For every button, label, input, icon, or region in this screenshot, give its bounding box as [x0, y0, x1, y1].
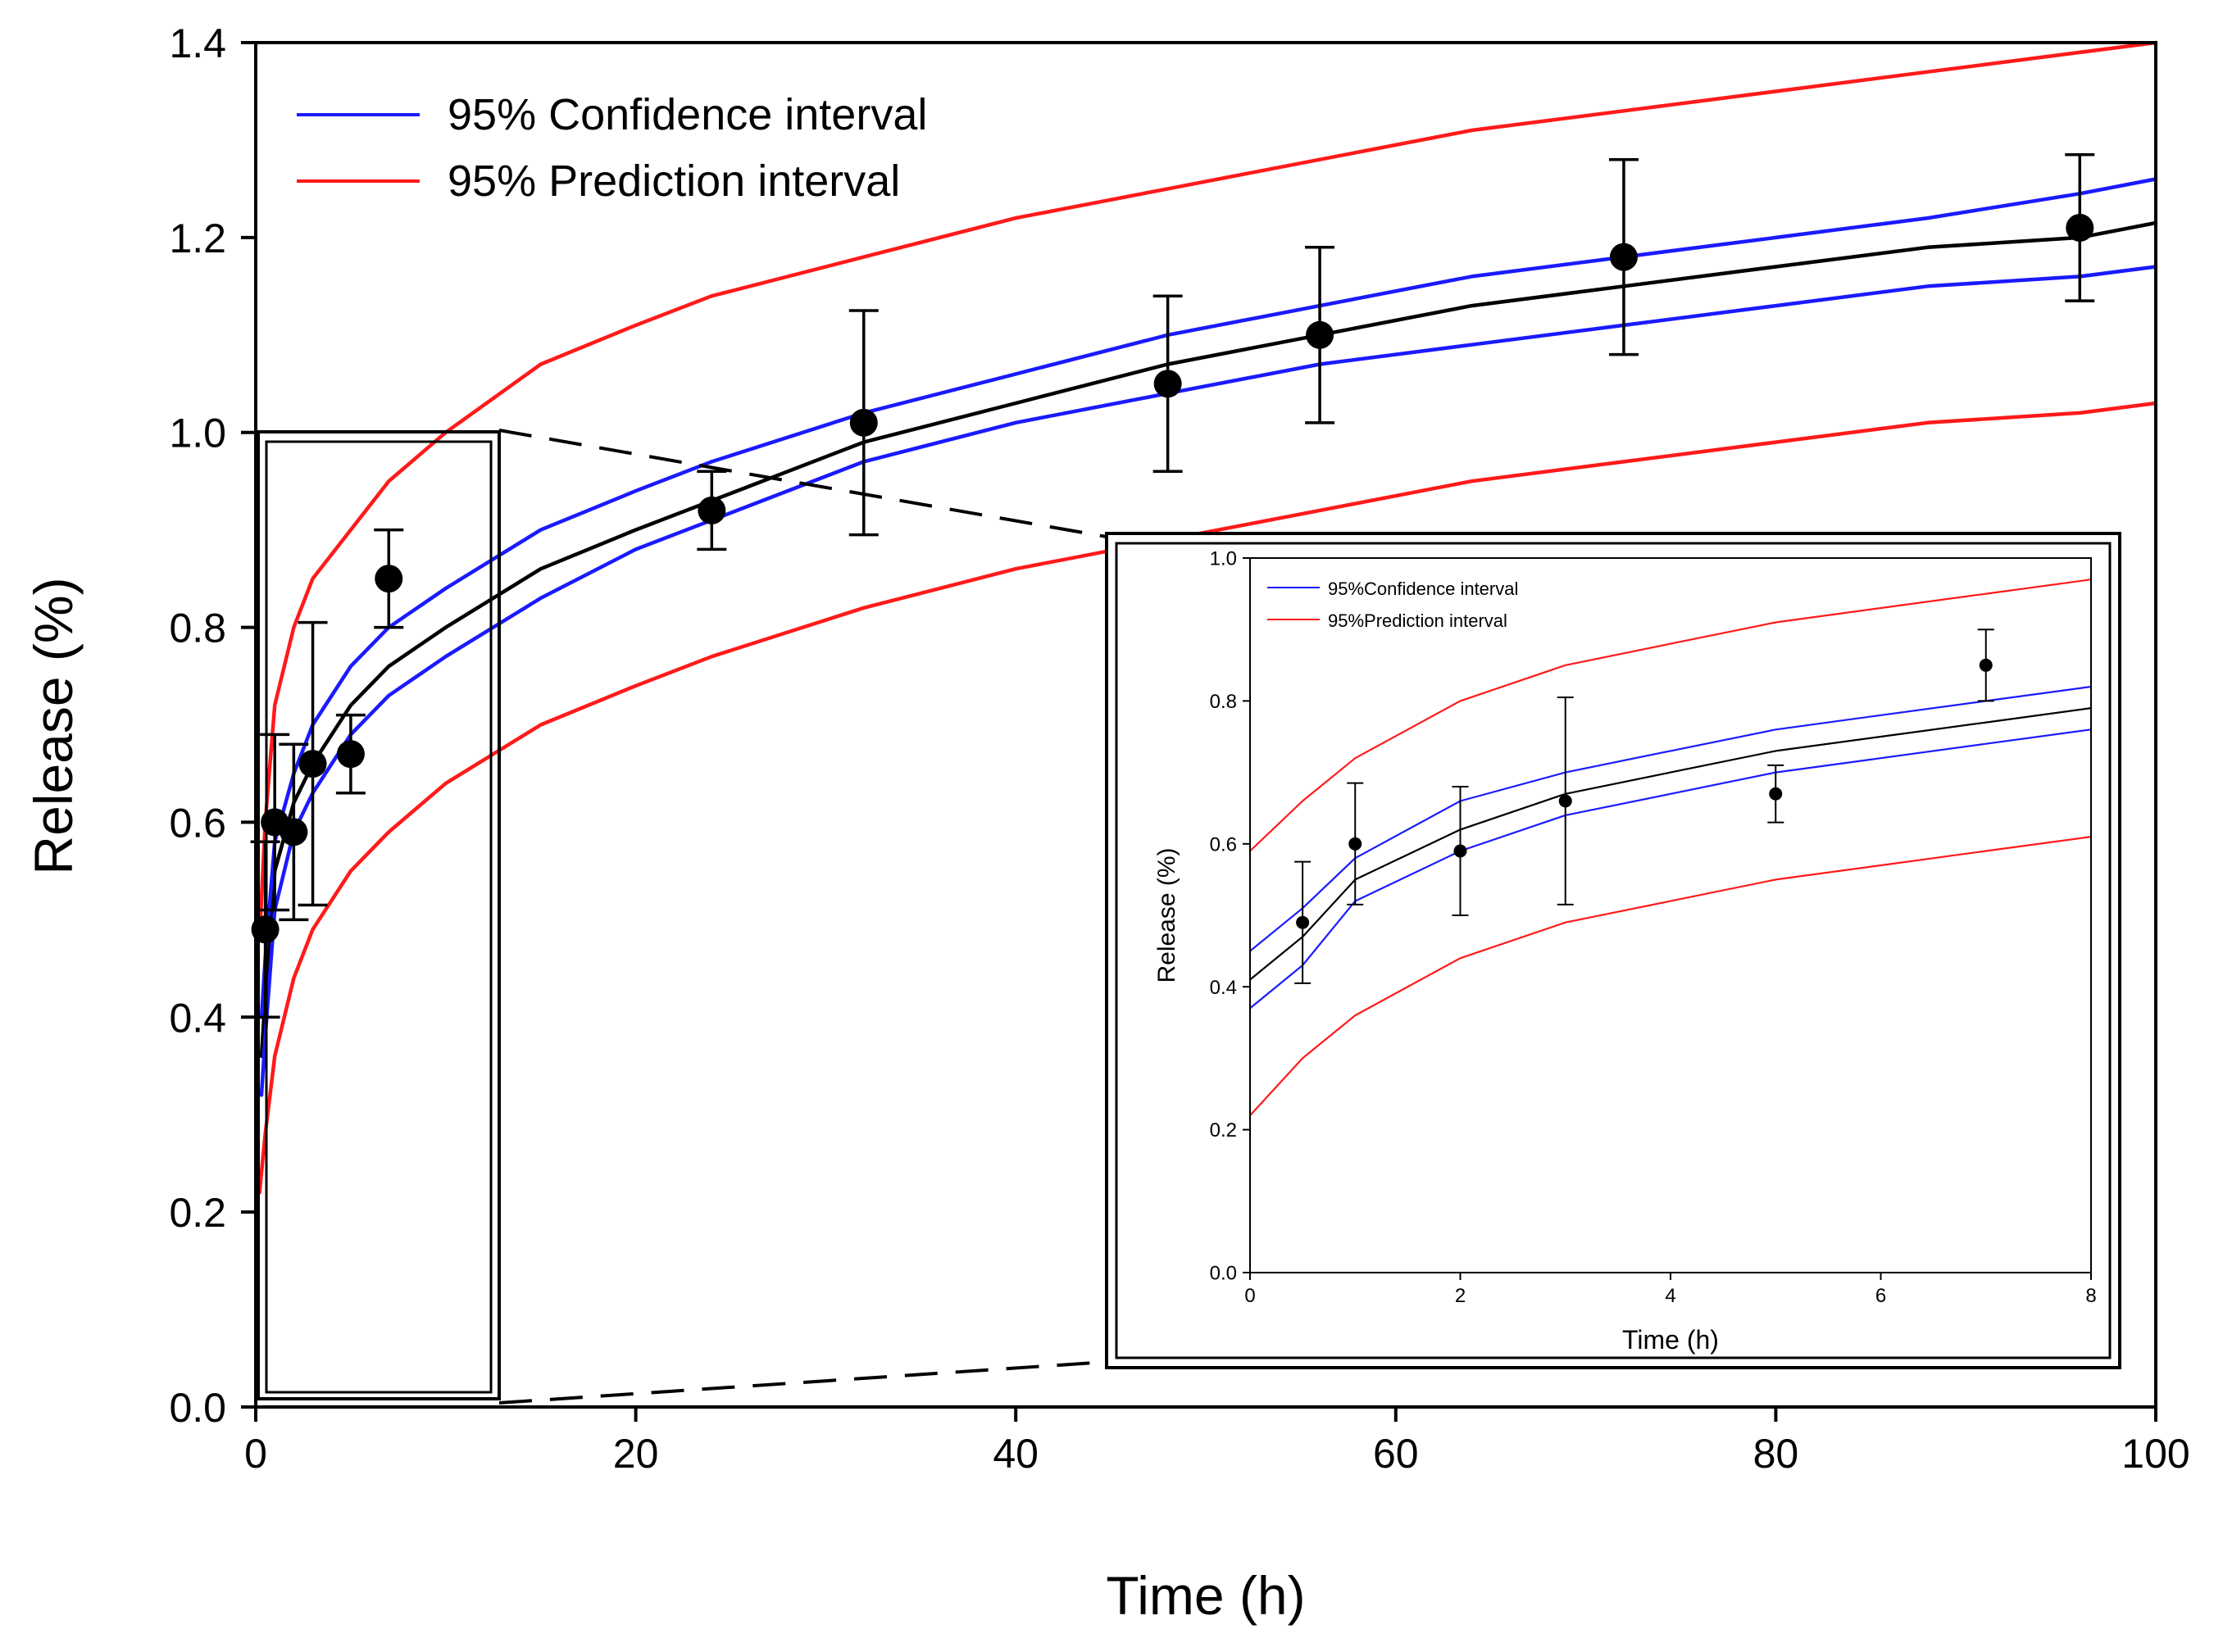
main-y-axis-label: Release (%) — [23, 577, 84, 874]
main-x-tick-label: 40 — [993, 1431, 1039, 1477]
main-data-point — [375, 565, 403, 593]
inset-series-3-line — [1248, 579, 2093, 852]
main-y-tick-label: 1.2 — [169, 216, 226, 261]
inset-y-axis-label: Release (%) — [1153, 847, 1180, 983]
main-y-tick-label: 0.4 — [169, 995, 226, 1041]
inset-plot: 0 2 4 6 8 0.0 0.2 0.4 0.6 0.8 1.0 Time (h) Releas… — [1105, 532, 2121, 1369]
inset-y-ticks: 0.0 0.2 0.4 0.6 0.8 1.0 — [1210, 548, 1250, 1285]
legend-confidence-label: 95% Confidence interval — [448, 90, 927, 139]
zoom-box-outer — [257, 430, 501, 1400]
inset-y-tick-label: 0.2 — [1210, 1119, 1237, 1141]
zoom-leader-top — [498, 429, 1107, 538]
main-data-point — [280, 818, 308, 846]
inset-data-point — [1348, 837, 1362, 851]
inset-y-tick-label: 0.6 — [1210, 833, 1237, 856]
inset-x-ticks: 0 2 4 6 8 — [1244, 1273, 2097, 1307]
inset-data-point — [1558, 794, 1572, 808]
main-x-ticks: 0 20 40 60 80 100 — [244, 1407, 2190, 1477]
inset-x-axis-label: Time (h) — [1622, 1325, 1719, 1355]
zoom-annotation — [257, 429, 1107, 1405]
main-series-4-line — [257, 401, 2158, 1195]
inset-series-2-line — [1248, 728, 2093, 1010]
main-y-tick-label: 1.0 — [169, 411, 226, 456]
main-x-tick-label: 60 — [1373, 1431, 1419, 1477]
main-plot-frame — [254, 41, 2157, 1409]
inset-box-outer — [1105, 532, 2121, 1369]
main-y-tick-label: 0.6 — [169, 800, 226, 846]
main-data-point — [849, 408, 878, 437]
inset-data-point — [1979, 658, 1993, 672]
inset-legend-confidence-label: 95%Confidence interval — [1328, 579, 1518, 599]
inset-series-0-line — [1248, 707, 2093, 981]
main-y-tick-label: 0.8 — [169, 606, 226, 651]
inset-series-4-line — [1248, 836, 2093, 1117]
main-x-tick-label: 20 — [613, 1431, 659, 1477]
inset-x-tick-label: 2 — [1455, 1285, 1466, 1307]
main-y-ticks: 0.0 0.2 0.4 0.6 0.8 1.0 1.2 1.4 — [169, 20, 256, 1431]
zoom-box-inner — [265, 440, 493, 1394]
inset-y-tick-label: 0.4 — [1210, 977, 1237, 999]
inset-box-inner — [1115, 542, 2112, 1359]
legend-prediction-label: 95% Prediction interval — [448, 157, 900, 206]
inset-curves — [1248, 579, 2093, 1117]
main-data-point — [298, 750, 327, 778]
inset-y-tick-label: 0.0 — [1210, 1263, 1237, 1285]
main-data-point — [1306, 320, 1334, 349]
main-x-axis-label: Time (h) — [1106, 1565, 1305, 1626]
main-x-tick-label: 0 — [244, 1431, 267, 1477]
main-series-3-line — [257, 40, 2158, 942]
main-x-tick-label: 100 — [2121, 1431, 2189, 1477]
inset-data-points — [1294, 629, 1994, 984]
main-y-tick-label: 0.0 — [169, 1385, 226, 1431]
inset-data-point — [1769, 787, 1783, 801]
inset-x-tick-label: 8 — [2085, 1285, 2096, 1307]
main-plot: 0 20 40 60 80 100 0.00.20.40.60.81.01.21.4 Ti… — [23, 20, 2190, 1626]
inset-x-tick-label: 6 — [1875, 1285, 1886, 1307]
inset-data-point — [1453, 844, 1467, 858]
main-series-1-line — [259, 177, 2158, 1019]
main-x-tick-label: 80 — [1753, 1431, 1799, 1477]
inset-legend: 95%Confidence interval 95%Prediction int… — [1267, 579, 1518, 631]
main-data-point — [1609, 243, 1638, 271]
inset-x-tick-label: 4 — [1665, 1285, 1675, 1307]
main-y-tick-label: 1.4 — [169, 20, 226, 66]
inset-y-tick-label: 1.0 — [1210, 548, 1237, 570]
inset-x-tick-label: 0 — [1244, 1285, 1255, 1307]
main-data-point — [336, 740, 365, 769]
main-data-point — [1153, 370, 1182, 398]
main-data-point — [698, 496, 726, 524]
inset-series-1-line — [1248, 685, 2093, 952]
inset-y-tick-label: 0.8 — [1210, 691, 1237, 713]
inset-data-point — [1296, 915, 1310, 929]
main-legend: 95% Confidence interval 95% Prediction i… — [297, 90, 927, 206]
inset-legend-prediction-label: 95%Prediction interval — [1328, 610, 1507, 631]
main-data-point — [2066, 213, 2094, 242]
main-y-tick-label: 0.2 — [169, 1190, 226, 1236]
